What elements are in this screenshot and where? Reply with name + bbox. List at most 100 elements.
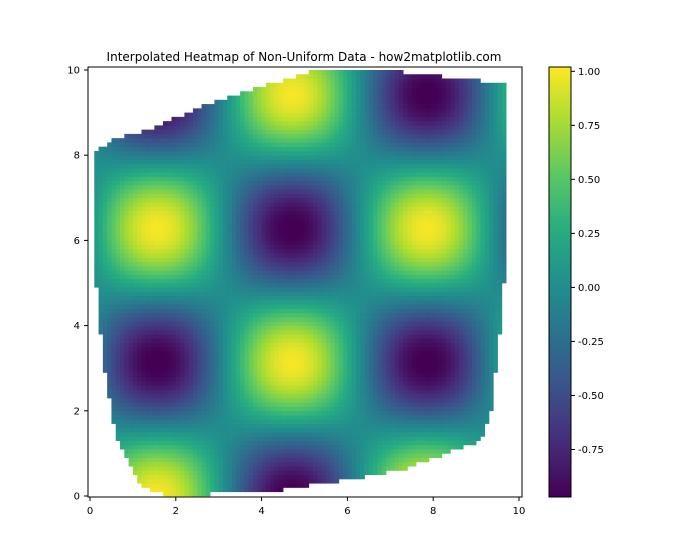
heatmap-cell: [291, 150, 297, 156]
heatmap-cell: [124, 372, 129, 378]
heatmap-cell: [295, 346, 301, 352]
heatmap-cell: [115, 393, 121, 399]
heatmap-cell: [270, 125, 275, 130]
heatmap-cell: [291, 427, 297, 433]
heatmap-cell: [162, 317, 168, 322]
heatmap-cell: [115, 159, 121, 165]
heatmap-cell: [253, 197, 258, 203]
heatmap-cell: [321, 82, 327, 88]
chart-title: Interpolated Heatmap of Non-Uniform Data…: [107, 50, 502, 64]
heatmap-cell: [283, 351, 288, 356]
heatmap-cell: [270, 91, 275, 96]
heatmap-cell: [154, 295, 159, 301]
heatmap-cell: [283, 172, 288, 177]
heatmap-cell: [283, 325, 288, 331]
heatmap-cell: [222, 423, 228, 429]
heatmap-cell: [180, 125, 185, 130]
heatmap-cell: [184, 449, 190, 454]
heatmap-cell: [253, 253, 258, 258]
heatmap-cell: [214, 291, 220, 297]
heatmap-cell: [222, 474, 228, 480]
heatmap-cell: [154, 197, 159, 203]
heatmap-cell: [334, 167, 340, 173]
heatmap-cell: [248, 321, 254, 326]
heatmap-cell: [120, 312, 125, 318]
heatmap-cell: [265, 180, 271, 186]
heatmap-cell: [325, 223, 331, 228]
heatmap-cell: [240, 231, 245, 237]
heatmap-cell: [287, 359, 292, 365]
heatmap-cell: [154, 257, 159, 263]
heatmap-cell: [102, 283, 108, 288]
heatmap-cell: [244, 185, 250, 190]
heatmap-cell: [167, 363, 172, 369]
heatmap-cell: [210, 248, 215, 254]
heatmap-cell: [253, 274, 258, 280]
heatmap-cell: [192, 436, 198, 441]
heatmap-cell: [141, 444, 147, 450]
heatmap-cell: [300, 261, 305, 267]
heatmap-cell: [231, 483, 237, 488]
heatmap-cell: [107, 223, 112, 228]
heatmap-cell: [283, 125, 288, 130]
heatmap-cell: [158, 444, 164, 450]
heatmap-cell: [300, 227, 305, 233]
heatmap-cell: [184, 236, 190, 241]
heatmap-cell: [141, 265, 147, 271]
heatmap-cell: [308, 389, 314, 395]
heatmap-cell: [162, 346, 168, 352]
heatmap-cell: [145, 206, 151, 211]
heatmap-cell: [308, 253, 314, 258]
heatmap-cell: [240, 363, 245, 369]
heatmap-cell: [261, 321, 267, 326]
heatmap-cell: [244, 308, 250, 314]
heatmap-cell: [132, 453, 138, 459]
heatmap-cell: [175, 180, 181, 186]
heatmap-cell: [291, 219, 297, 224]
heatmap-cell: [192, 253, 198, 258]
heatmap-cell: [278, 291, 284, 297]
heatmap-cell: [205, 202, 211, 207]
heatmap-cell: [253, 432, 258, 437]
heatmap-cell: [128, 150, 134, 156]
heatmap-cell: [283, 270, 288, 275]
heatmap-cell: [300, 478, 305, 484]
heatmap-cell: [283, 206, 288, 211]
heatmap-cell: [257, 346, 262, 352]
heatmap-cell: [128, 410, 134, 416]
heatmap-cell: [107, 155, 112, 160]
heatmap-cell: [150, 248, 155, 254]
heatmap-cell: [102, 363, 108, 369]
heatmap-cell: [180, 312, 185, 318]
heatmap-cell: [145, 278, 151, 284]
heatmap-cell: [257, 121, 262, 126]
heatmap-cell: [128, 321, 134, 326]
heatmap-cell: [317, 270, 323, 275]
heatmap-cell: [300, 253, 305, 258]
heatmap-cell: [287, 312, 292, 318]
heatmap-cell: [265, 317, 271, 322]
heatmap-cell: [210, 402, 215, 407]
heatmap-cell: [278, 419, 284, 424]
heatmap-cell: [120, 308, 125, 314]
heatmap-cell: [180, 133, 185, 139]
heatmap-cell: [270, 317, 275, 322]
heatmap-cell: [175, 457, 181, 463]
heatmap-cell: [291, 104, 297, 109]
heatmap-cell: [222, 248, 228, 254]
heatmap-cell: [278, 91, 284, 96]
heatmap-cell: [283, 346, 288, 352]
heatmap-cell: [124, 257, 129, 263]
heatmap-cell: [197, 257, 202, 263]
heatmap-cell: [201, 410, 207, 416]
heatmap-cell: [107, 236, 112, 241]
heatmap-cell: [218, 474, 224, 480]
heatmap-cell: [120, 415, 125, 420]
heatmap-cell: [111, 180, 117, 186]
heatmap-cell: [321, 385, 327, 390]
heatmap-cell: [214, 180, 220, 186]
heatmap-cell: [107, 287, 112, 292]
heatmap-cell: [330, 368, 335, 373]
heatmap-cell: [188, 368, 194, 373]
heatmap-cell: [150, 470, 155, 476]
